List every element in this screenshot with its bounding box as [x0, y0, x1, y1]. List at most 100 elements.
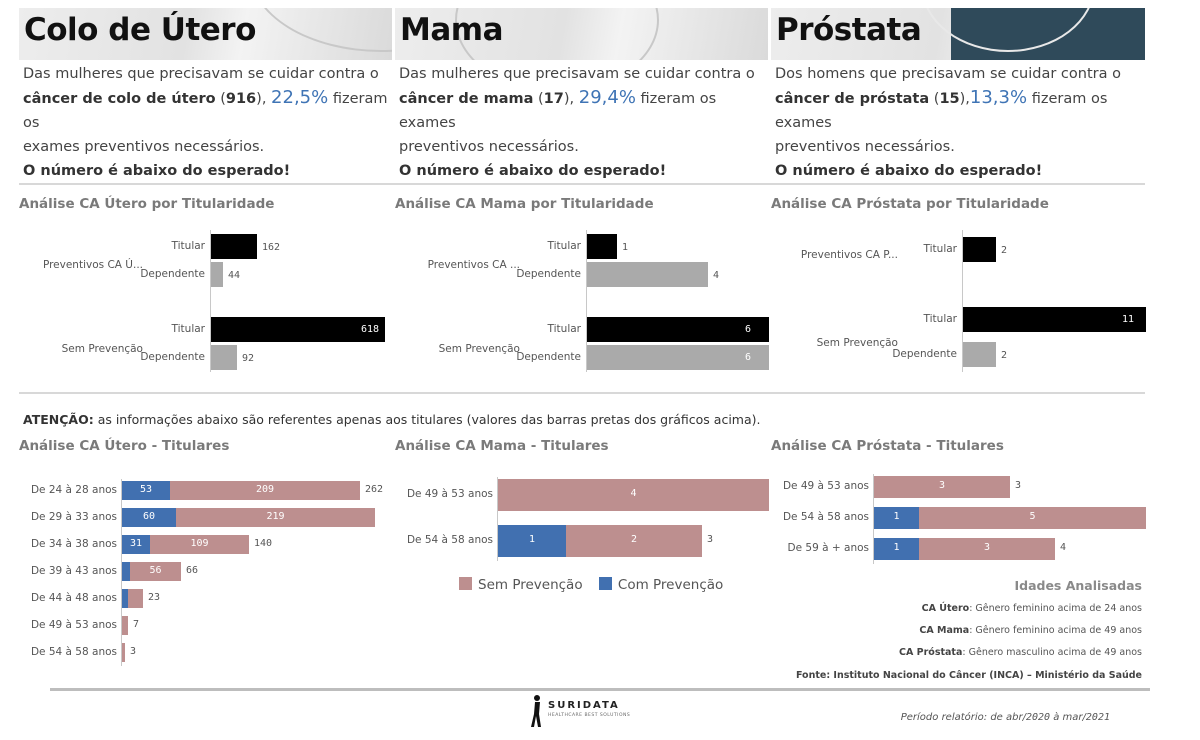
bar-total: 4 — [1060, 542, 1067, 553]
bar-sem — [150, 535, 249, 554]
category-label: De 24 à 28 anos — [30, 483, 117, 496]
category-label: De 54 à 58 anos — [782, 511, 869, 523]
category-label: De 29 à 33 anos — [30, 510, 117, 523]
header-title: Colo de Útero — [24, 12, 256, 48]
header-utero: Colo de Útero — [19, 8, 392, 60]
bar — [211, 234, 257, 259]
group-label: Sem Prevenção — [438, 343, 520, 355]
bar-com — [874, 538, 919, 560]
legend-swatch — [459, 577, 472, 590]
desc-prostata: Dos homens que precisavam se cuidar cont… — [775, 66, 1121, 179]
bar — [587, 317, 769, 342]
bar-com — [122, 481, 170, 500]
category-label: De 49 à 53 anos — [782, 480, 869, 492]
category-label: De 34 à 38 anos — [30, 537, 117, 550]
suridata-logo: SURIDATA HEALTHCARE BEST SOLUTIONS — [528, 694, 638, 730]
brand-name: SURIDATA — [548, 700, 620, 711]
bar-sem — [919, 507, 1146, 529]
group-label: Preventivos CA ... — [427, 259, 520, 271]
header-title: Mama — [400, 12, 504, 48]
bar-value: 162 — [262, 242, 281, 253]
bar-label: Dependente — [140, 351, 205, 363]
bar-value: 4 — [713, 270, 720, 281]
bar-value-com: 1 — [528, 534, 536, 545]
chart-title: Análise CA Útero - Titulares — [19, 438, 230, 454]
header-mama: Mama — [395, 8, 768, 60]
category-label: De 49 à 53 anos — [30, 618, 117, 631]
bar-sem — [122, 643, 125, 662]
chart-title: Análise CA Próstata - Titulares — [771, 438, 1004, 454]
bar-com — [122, 535, 150, 554]
bar-value-com: 53 — [139, 483, 153, 495]
bar-label: Dependente — [516, 268, 581, 280]
bar-value-sem: 4 — [630, 488, 637, 499]
bar-label: Titular — [171, 323, 205, 335]
bar-total: 3 — [130, 645, 137, 657]
bar — [211, 317, 385, 342]
bar-total: 140 — [254, 537, 273, 549]
category-label: De 44 à 48 anos — [30, 591, 117, 604]
chart-title: Análise CA Mama por Titularidade — [395, 196, 654, 212]
legend-swatch — [598, 577, 612, 590]
bar-value: 44 — [228, 270, 241, 281]
bar-com — [122, 562, 130, 581]
bar-value-sem: 5 — [1029, 511, 1036, 522]
bar-label: Titular — [923, 243, 957, 255]
ages-title: Idades Analisadas — [1014, 578, 1142, 593]
bar-value-sem: 3 — [938, 480, 946, 491]
bar-sem — [498, 479, 769, 511]
header-prostata: Próstata — [771, 8, 1145, 60]
bar-value-sem: 56 — [149, 564, 162, 576]
chart-axis — [873, 474, 874, 564]
attention-note: ATENÇÃO: as informações abaixo são refer… — [23, 412, 761, 427]
bar — [211, 345, 237, 370]
bar-sem — [176, 508, 375, 527]
bar-com — [498, 525, 566, 557]
bar-total: 23 — [148, 591, 161, 603]
divider — [19, 183, 1145, 185]
desc-utero: Das mulheres que precisavam se cuidar co… — [23, 66, 388, 179]
ages-item: CA Próstata: Gênero masculino acima de 4… — [899, 647, 1142, 658]
category-label: De 54 à 58 anos — [406, 534, 493, 546]
bar-sem — [122, 616, 128, 635]
chart-axis — [497, 477, 498, 561]
bar-sem — [874, 476, 1010, 498]
divider — [19, 392, 1145, 394]
bar-value-sem: 109 — [190, 537, 209, 549]
chart-axis — [586, 230, 587, 372]
source-note: Fonte: Instituto Nacional do Câncer (INC… — [795, 670, 1142, 681]
bar — [963, 307, 1146, 332]
legend-com: Com Prevenção — [598, 577, 723, 593]
bar-com — [122, 508, 176, 527]
category-label: De 39 à 43 anos — [30, 564, 117, 577]
bar — [211, 262, 223, 287]
bar-label: Titular — [547, 323, 581, 335]
chart-title: Análise CA Útero por Titularidade — [19, 196, 275, 212]
bar-label: Dependente — [516, 351, 581, 363]
bar-sem — [566, 525, 702, 557]
category-label: De 54 à 58 anos — [30, 645, 117, 658]
chart-title: Análise CA Mama - Titulares — [395, 438, 609, 454]
chart-axis — [210, 230, 211, 372]
bar-sem — [170, 481, 360, 500]
bar-value: 2 — [1001, 350, 1008, 361]
bar-value: 6 — [745, 324, 752, 335]
person-icon — [531, 695, 541, 727]
bar-com — [874, 507, 919, 529]
bar-value-com: 31 — [129, 537, 143, 549]
bar-sem — [130, 562, 181, 581]
bar-total: 262 — [365, 483, 384, 495]
bar — [963, 237, 996, 262]
bar-value-sem: 2 — [630, 534, 638, 545]
bar-value: 2 — [1001, 245, 1008, 256]
legend-sem: Sem Prevenção — [459, 577, 583, 593]
group-label: Sem Prevenção — [61, 343, 143, 355]
chart-axis — [962, 230, 963, 372]
bar-value-sem: 3 — [983, 542, 991, 553]
brand-tagline: HEALTHCARE BEST SOLUTIONS — [548, 713, 631, 718]
bar-total: 3 — [1015, 480, 1022, 491]
bar-value: 92 — [242, 353, 255, 364]
header-title: Próstata — [776, 12, 922, 48]
bar-label: Titular — [171, 240, 205, 252]
bar-total: 7 — [133, 618, 140, 630]
